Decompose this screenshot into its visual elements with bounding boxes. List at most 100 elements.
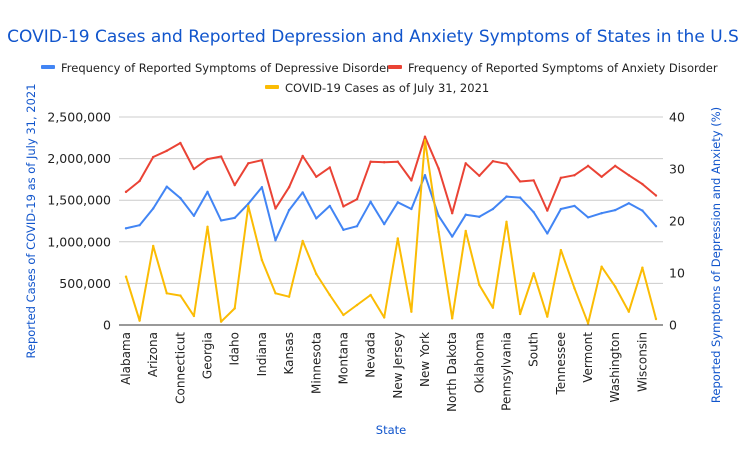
data-point-covid-cases: [301, 239, 304, 243]
data-point-covid-cases: [274, 292, 277, 295]
data-point-covid-cases: [179, 294, 182, 297]
series-line-covid-cases: [125, 139, 657, 325]
right-axis-ticks: 0 10 20 30 40: [669, 110, 685, 333]
data-point-anxiety: [437, 167, 440, 170]
data-point-anxiety: [559, 176, 563, 180]
gridlines: [119, 116, 663, 284]
x-tick-label: South: [527, 332, 541, 367]
data-point-covid-cases: [450, 317, 454, 320]
x-tick-label: Montana: [336, 332, 350, 384]
data-point-covid-cases: [505, 220, 508, 224]
legend-item-anxiety[interactable]: Frequency of Reported Symptoms of Anxiet…: [388, 61, 718, 75]
data-point-covid-cases: [383, 316, 386, 319]
data-point-anxiety: [287, 186, 291, 189]
data-point-anxiety: [219, 155, 223, 158]
data-point-anxiety: [573, 174, 576, 177]
data-point-depression: [233, 216, 236, 220]
x-tick-label: Connecticut: [173, 332, 187, 404]
legend: Frequency of Reported Symptoms of Depres…: [41, 61, 718, 95]
data-point-depression: [315, 217, 318, 220]
data-point-depression: [437, 214, 440, 217]
data-point-anxiety: [355, 197, 359, 201]
data-point-anxiety: [151, 155, 155, 159]
data-point-depression: [586, 216, 590, 219]
x-tick-label: Idaho: [228, 332, 242, 365]
data-point-anxiety: [627, 174, 631, 177]
data-point-covid-cases: [355, 303, 359, 307]
x-tick-label: Alabama: [119, 332, 133, 385]
data-point-anxiety: [464, 162, 467, 165]
data-point-covid-cases: [165, 292, 168, 295]
x-tick-label: Minnesota: [309, 332, 323, 394]
data-point-depression: [124, 227, 128, 230]
data-point-covid-cases: [464, 229, 467, 233]
data-point-covid-cases: [478, 283, 481, 287]
data-point-anxiety: [491, 160, 495, 163]
data-point-anxiety: [383, 161, 386, 164]
data-point-anxiety: [260, 158, 264, 162]
data-point-depression: [192, 214, 196, 217]
data-point-anxiety: [369, 160, 372, 163]
data-point-depression: [491, 207, 495, 211]
data-point-depression: [151, 207, 155, 210]
data-point-covid-cases: [219, 320, 223, 323]
x-tick-label: Oklahoma: [472, 332, 486, 393]
x-axis-title: State: [376, 423, 406, 437]
data-point-covid-cases: [641, 266, 644, 269]
chart-title: COVID-19 Cases and Reported Depression a…: [7, 27, 739, 47]
data-point-anxiety: [179, 141, 182, 145]
data-point-depression: [342, 228, 345, 232]
data-point-anxiety: [600, 175, 603, 178]
data-point-depression: [247, 202, 250, 206]
x-tick-label: Georgia: [201, 332, 215, 379]
data-point-anxiety: [532, 179, 535, 182]
data-point-covid-cases: [491, 306, 495, 309]
data-point-depression: [206, 190, 209, 194]
data-point-anxiety: [478, 174, 481, 177]
legend-label-anxiety: Frequency of Reported Symptoms of Anxiet…: [408, 61, 718, 75]
x-tick-label: Arizona: [146, 332, 160, 377]
data-point-covid-cases: [369, 293, 372, 297]
data-point-depression: [410, 207, 413, 211]
data-point-depression: [138, 223, 141, 227]
data-point-anxiety: [641, 182, 644, 186]
data-point-covid-cases: [192, 314, 196, 318]
data-point-depression: [641, 209, 644, 212]
x-tick-label: Pennsylvania: [500, 332, 514, 411]
data-point-covid-cases: [138, 319, 141, 322]
data-point-depression: [165, 185, 168, 188]
data-point-depression: [614, 208, 617, 212]
right-tick-label: 0: [669, 318, 677, 333]
data-point-anxiety: [450, 212, 454, 215]
x-tick-label: North Dakota: [445, 332, 459, 412]
data-point-anxiety: [342, 205, 345, 208]
data-point-depression: [600, 212, 603, 215]
x-tick-label: Tennessee: [554, 332, 568, 396]
x-tick-label: New Jersey: [391, 332, 405, 399]
right-tick-label: 20: [669, 214, 685, 229]
data-point-covid-cases: [627, 310, 631, 313]
data-point-depression: [532, 210, 535, 214]
data-point-depression: [627, 202, 631, 205]
x-tick-label: Vermont: [581, 332, 595, 383]
data-point-depression: [383, 222, 386, 226]
data-point-anxiety: [505, 162, 508, 165]
data-point-covid-cases: [546, 315, 549, 318]
data-point-depression: [369, 200, 372, 203]
legend-item-covid[interactable]: COVID-19 Cases as of July 31, 2021: [265, 81, 489, 95]
data-point-depression: [260, 186, 264, 189]
data-point-depression: [450, 235, 454, 238]
data-point-depression: [287, 208, 291, 212]
data-point-anxiety: [328, 166, 332, 169]
data-point-anxiety: [518, 180, 522, 183]
legend-item-depression[interactable]: Frequency of Reported Symptoms of Depres…: [41, 61, 391, 75]
data-point-covid-cases: [600, 265, 603, 268]
data-point-depression: [518, 196, 522, 199]
data-point-depression: [478, 215, 481, 219]
data-point-covid-cases: [315, 272, 318, 276]
data-point-depression: [396, 201, 399, 204]
data-point-anxiety: [546, 209, 549, 212]
data-point-covid-cases: [206, 225, 209, 229]
